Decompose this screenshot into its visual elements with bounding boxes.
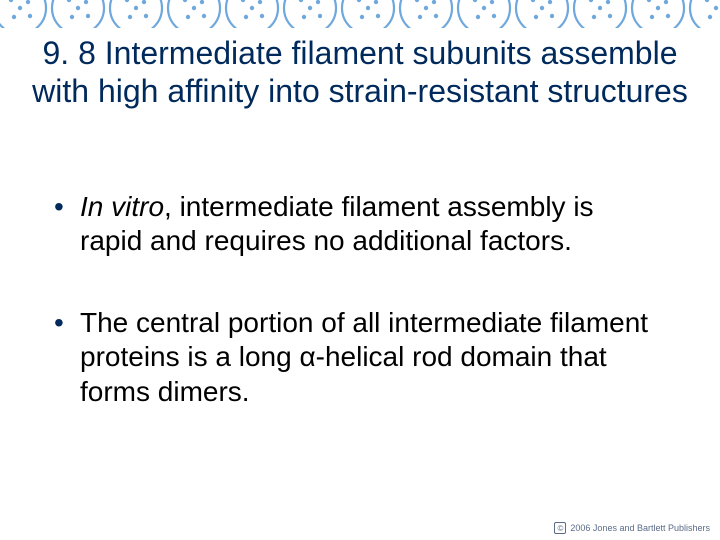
decorative-banner: [0, 0, 720, 28]
bullet-text: The central portion of all intermediate …: [80, 307, 648, 406]
bullet-italic-lead: In vitro: [80, 191, 164, 222]
copyright-footer: © 2006 Jones and Bartlett Publishers: [554, 522, 710, 534]
slide-body: In vitro, intermediate filament assembly…: [50, 190, 660, 457]
copyright-icon: ©: [554, 522, 566, 534]
copyright-text: 2006 Jones and Bartlett Publishers: [570, 523, 710, 533]
bullet-item: In vitro, intermediate filament assembly…: [50, 190, 660, 258]
slide-title: 9. 8 Intermediate filament subunits asse…: [30, 34, 690, 111]
bullet-item: The central portion of all intermediate …: [50, 306, 660, 408]
